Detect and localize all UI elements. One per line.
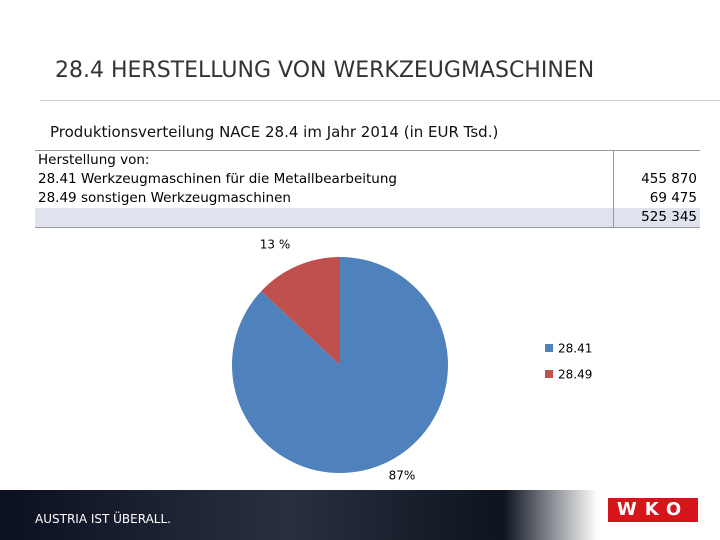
- table-cell: 525 345: [613, 208, 700, 228]
- legend-label: 28.41: [558, 342, 592, 356]
- table-cell: [613, 150, 700, 170]
- legend-swatch: [545, 344, 553, 352]
- pie-slice: [261, 257, 340, 365]
- legend-label: 28.49: [558, 368, 592, 382]
- table-cell: 28.49 sonstigen Werkzeugmaschinen: [38, 190, 291, 206]
- data-label: 87%: [389, 469, 416, 483]
- slide-title: 28.4 HERSTELLUNG VON WERKZEUGMASCHINEN: [55, 58, 595, 83]
- table-cell: [35, 208, 614, 228]
- table-row: 28.41 Werkzeugmaschinen für die Metallbe…: [35, 170, 700, 189]
- data-table: Herstellung von: 28.41 Werkzeugmaschinen …: [35, 150, 700, 228]
- logo: WKO: [608, 498, 698, 522]
- table-row: 28.49 sonstigen Werkzeugmaschinen 69 475: [35, 189, 700, 208]
- table-row: Herstellung von:: [35, 150, 700, 170]
- table-cell: 28.41 Werkzeugmaschinen für die Metallbe…: [38, 171, 397, 187]
- divider: [40, 100, 720, 101]
- legend-swatch: [545, 370, 553, 378]
- data-label: 13 %: [260, 238, 291, 252]
- table-cell: 455 870: [613, 170, 700, 189]
- pie-slice: [231, 257, 448, 473]
- slogan: AUSTRIA IST ÜBERALL.: [35, 512, 171, 526]
- subtitle: Produktionsverteilung NACE 28.4 im Jahr …: [50, 123, 499, 141]
- table-row: 525 345: [35, 208, 700, 228]
- table-cell: Herstellung von:: [35, 150, 614, 170]
- table-cell: 69 475: [613, 189, 700, 208]
- footer-band: [0, 490, 720, 540]
